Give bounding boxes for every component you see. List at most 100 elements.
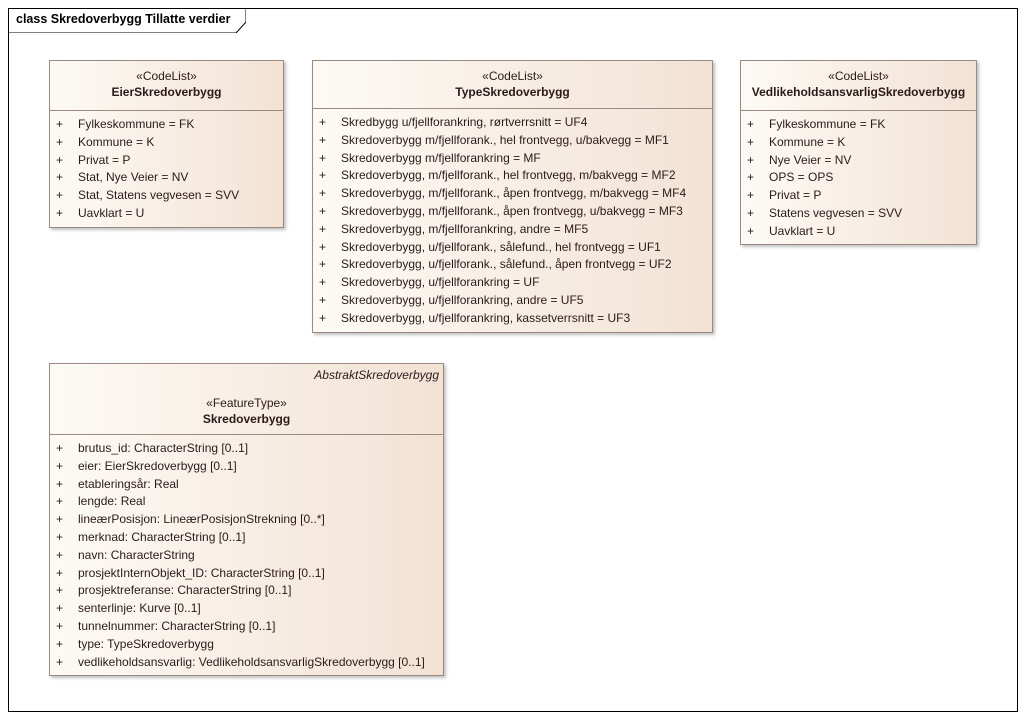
attribute-label: Uavklart = U: [769, 223, 836, 238]
attribute-label: Nye Veier = NV: [769, 152, 852, 167]
attribute-row[interactable]: + navn: CharacterString: [50, 547, 443, 565]
attribute-row[interactable]: + brutus_id: CharacterString [0..1]: [50, 440, 443, 458]
visibility-public: +: [319, 168, 327, 183]
attribute-row[interactable]: + Skredoverbygg, u/fjellforank., sålefund…: [313, 239, 712, 257]
attribute-list: + Skredbygg u/fjellforankring, rørtverrsn…: [313, 109, 712, 328]
visibility-public: +: [747, 170, 755, 185]
class-type-skredoverbygg[interactable]: «CodeList» TypeSkredoverbygg + Skredbygg u/…: [312, 60, 713, 333]
attribute-label: Skredoverbygg m/fjellforankring = MF: [341, 150, 541, 165]
attribute-label: brutus_id: CharacterString [0..1]: [78, 441, 249, 455]
attribute-row[interactable]: + Skredoverbygg, m/fjellforankring, andre…: [313, 221, 712, 239]
attribute-row[interactable]: + eier: EierSkredoverbygg [0..1]: [50, 458, 443, 476]
attribute-label: Skredbygg u/fjellforankring, rørtverrsni…: [341, 115, 588, 129]
attribute-row[interactable]: + type: TypeSkredoverbygg: [50, 636, 443, 654]
stereotype-label: «CodeList»: [482, 69, 543, 83]
attribute-row[interactable]: + Statens vegvesen = SVV: [741, 205, 976, 223]
attribute-label: Skredoverbygg, m/fjellforankring, andre …: [341, 221, 589, 236]
attribute-row[interactable]: + Privat = P: [741, 187, 976, 205]
attribute-row[interactable]: + Uavklart = U: [50, 205, 283, 223]
attribute-label: prosjektInternObjekt_ID: CharacterString…: [78, 565, 325, 580]
visibility-public: +: [56, 583, 64, 598]
attribute-list: + brutus_id: CharacterString [0..1] + eier:…: [50, 435, 443, 671]
attribute-label: Skredoverbygg, m/fjellforank., hel front…: [341, 168, 676, 183]
attribute-label: eier: EierSkredoverbygg [0..1]: [78, 458, 237, 473]
attribute-row[interactable]: + Skredoverbygg, u/fjellforankring = UF: [313, 274, 712, 292]
attribute-row[interactable]: + Privat = P: [50, 152, 283, 170]
class-header: AbstraktSkredoverbygg «FeatureType» Skredo…: [50, 364, 443, 435]
class-vedlikeholdsansvarlig-skredoverbygg[interactable]: «CodeList» VedlikeholdsansvarligSkredover…: [740, 60, 977, 245]
attribute-list: + Fylkeskommune = FK + Kommune = K + Nye Veie…: [741, 111, 976, 241]
attribute-label: Fylkeskommune = FK: [769, 117, 886, 131]
attribute-label: Skredoverbygg, m/fjellforank., åpen fron…: [341, 186, 687, 201]
diagram-frame: [8, 8, 1018, 712]
attribute-row[interactable]: + Skredoverbygg, u/fjellforank., sålefund…: [313, 256, 712, 274]
visibility-public: +: [56, 636, 64, 651]
visibility-public: +: [56, 565, 64, 580]
visibility-public: +: [56, 188, 64, 203]
attribute-row[interactable]: + prosjektreferanse: CharacterString [0..…: [50, 582, 443, 600]
attribute-row[interactable]: + etableringsår: Real: [50, 476, 443, 494]
class-name: TypeSkredoverbygg: [455, 85, 570, 99]
attribute-row[interactable]: + Skredoverbygg, m/fjellforank., hel fron…: [313, 167, 712, 185]
visibility-public: +: [56, 476, 64, 491]
visibility-public: +: [319, 275, 327, 290]
class-name: VedlikeholdsansvarligSkredoverbygg: [751, 85, 966, 99]
class-eier-skredoverbygg[interactable]: «CodeList» EierSkredoverbygg + Fylkeskommun…: [49, 60, 284, 228]
attribute-row[interactable]: + tunnelnummer: CharacterString [0..1]: [50, 618, 443, 636]
attribute-label: type: TypeSkredoverbygg: [78, 636, 214, 651]
visibility-public: +: [319, 203, 327, 218]
attribute-row[interactable]: + Kommune = K: [50, 134, 283, 152]
attribute-row[interactable]: + Uavklart = U: [741, 223, 976, 241]
class-skredoverbygg[interactable]: AbstraktSkredoverbygg «FeatureType» Skredo…: [49, 363, 444, 676]
attribute-row[interactable]: + Skredoverbygg, u/fjellforankring, andre…: [313, 292, 712, 310]
attribute-row[interactable]: + Stat, Statens vegvesen = SVV: [50, 187, 283, 205]
attribute-row[interactable]: + Skredoverbygg m/fjellforankring = MF: [313, 150, 712, 168]
attribute-row[interactable]: + Skredoverbygg, m/fjellforank., åpen fro…: [313, 203, 712, 221]
attribute-label: Skredoverbygg, u/fjellforank., sålefund.…: [341, 239, 661, 254]
visibility-public: +: [56, 152, 64, 167]
attribute-label: Kommune = K: [769, 134, 846, 149]
attribute-row[interactable]: + Skredoverbygg, u/fjellforankring, kasse…: [313, 310, 712, 328]
class-header: «CodeList» EierSkredoverbygg: [50, 61, 283, 111]
visibility-public: +: [56, 654, 64, 669]
visibility-public: +: [319, 310, 327, 325]
attribute-label: tunnelnummer: CharacterString [0..1]: [78, 618, 276, 633]
visibility-public: +: [56, 458, 64, 473]
attribute-label: lineærPosisjon: LineærPosisjonStrekning …: [78, 512, 325, 527]
attribute-row[interactable]: + OPS = OPS: [741, 169, 976, 187]
visibility-public: +: [56, 529, 64, 544]
attribute-label: lengde: Real: [78, 494, 146, 509]
attribute-list: + Fylkeskommune = FK + Kommune = K + Privat =…: [50, 111, 283, 223]
visibility-public: +: [747, 205, 755, 220]
class-name: EierSkredoverbygg: [111, 85, 222, 99]
attribute-row[interactable]: + Fylkeskommune = FK: [741, 116, 976, 134]
attribute-row[interactable]: + senterlinje: Kurve [0..1]: [50, 600, 443, 618]
class-header: «CodeList» TypeSkredoverbygg: [313, 61, 712, 109]
frame-tab: [8, 8, 246, 33]
attribute-row[interactable]: + lengde: Real: [50, 493, 443, 511]
visibility-public: +: [319, 221, 327, 236]
visibility-public: +: [56, 618, 64, 633]
attribute-row[interactable]: + prosjektInternObjekt_ID: CharacterStrin…: [50, 565, 443, 583]
attribute-row[interactable]: + Kommune = K: [741, 134, 976, 152]
parent-class-label: AbstraktSkredoverbygg: [314, 368, 439, 382]
attribute-row[interactable]: + Stat, Nye Veier = NV: [50, 169, 283, 187]
visibility-public: +: [319, 239, 327, 254]
class-name: Skredoverbygg: [202, 412, 291, 426]
attribute-row[interactable]: + vedlikeholdsansvarlig: Vedlikeholdsansv…: [50, 654, 443, 672]
stereotype-label: «CodeList»: [828, 69, 889, 83]
attribute-label: Privat = P: [769, 188, 822, 203]
attribute-row[interactable]: + lineærPosisjon: LineærPosisjonStrekning…: [50, 511, 443, 529]
attribute-row[interactable]: + Skredoverbygg m/fjellforank., hel front…: [313, 132, 712, 150]
attribute-row[interactable]: + Fylkeskommune = FK: [50, 116, 283, 134]
attribute-label: Statens vegvesen = SVV: [769, 205, 903, 220]
attribute-row[interactable]: + Nye Veier = NV: [741, 152, 976, 170]
attribute-row[interactable]: + Skredbygg u/fjellforankring, rørtverrsn…: [313, 114, 712, 132]
attribute-row[interactable]: + merknad: CharacterString [0..1]: [50, 529, 443, 547]
visibility-public: +: [319, 292, 327, 307]
attribute-label: Skredoverbygg, u/fjellforank., sålefund.…: [341, 257, 672, 272]
attribute-row[interactable]: + Skredoverbygg, m/fjellforank., åpen fro…: [313, 185, 712, 203]
visibility-public: +: [319, 132, 327, 147]
visibility-public: +: [56, 547, 64, 562]
attribute-label: Privat = P: [78, 152, 131, 167]
